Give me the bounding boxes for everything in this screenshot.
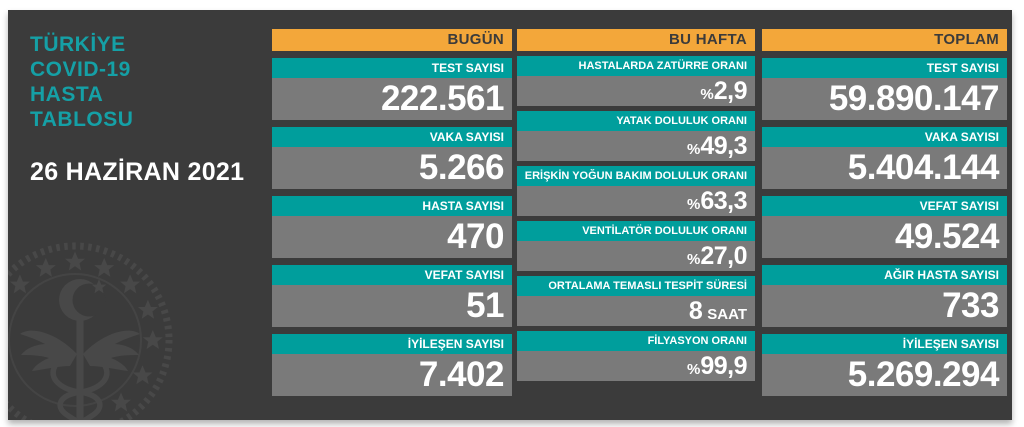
stat-value: %99,9: [517, 351, 755, 381]
column-header-bugun: BUGÜN: [272, 29, 512, 51]
stat-value: %63,3: [517, 186, 755, 216]
stat-label: İYİLEŞEN SAYISI: [272, 334, 512, 354]
stat-value: 222.561: [272, 78, 512, 120]
stat-label: VEFAT SAYISI: [272, 265, 512, 285]
stat-label: HASTA SAYISI: [272, 196, 512, 216]
column-toplam: TOPLAM TEST SAYISI 59.890.147 VAKA SAYISI 5…: [762, 29, 1007, 396]
column-header-toplam: TOPLAM: [762, 29, 1007, 51]
stat-card: ERİŞKİN YOĞUN BAKIM DOLULUK ORANI %63,3: [517, 166, 755, 216]
column-bu-hafta: BU HAFTA HASTALARDA ZATÜRRE ORANI %2,9 YAT…: [517, 29, 755, 381]
stat-label: ERİŞKİN YOĞUN BAKIM DOLULUK ORANI: [517, 166, 755, 186]
stat-value: 5.404.144: [762, 147, 1007, 189]
stat-card: İYİLEŞEN SAYISI 5.269.294: [762, 334, 1007, 396]
title-line: TABLOSU: [30, 108, 134, 131]
stat-label: YATAK DOLULUK ORANI: [517, 111, 755, 131]
stat-card: HASTA SAYISI 470: [272, 196, 512, 258]
stat-value: %2,9: [517, 76, 755, 106]
stat-label: VEFAT SAYISI: [762, 196, 1007, 216]
stat-label: VAKA SAYISI: [762, 127, 1007, 147]
stat-card: VAKA SAYISI 5.404.144: [762, 127, 1007, 189]
stat-value: 8 SAAT: [517, 296, 755, 326]
covid-table-panel: TÜRKİYE COVID-19 HASTA TABLOSU 26 HAZİRA…: [8, 10, 1012, 420]
title-line: HASTA: [30, 83, 104, 106]
value-prefix: %: [686, 141, 701, 158]
stat-label: TEST SAYISI: [272, 58, 512, 78]
stat-label: HASTALARDA ZATÜRRE ORANI: [517, 56, 755, 76]
stat-label: TEST SAYISI: [762, 58, 1007, 78]
page-title: TÜRKİYE COVID-19 HASTA TABLOSU: [30, 32, 265, 132]
stat-value: 49.524: [762, 216, 1007, 258]
stat-value: %49,3: [517, 131, 755, 161]
stat-label: İYİLEŞEN SAYISI: [762, 334, 1007, 354]
stat-value: 5.266: [272, 147, 512, 189]
stat-card: VEFAT SAYISI 51: [272, 265, 512, 327]
title-line: TÜRKİYE: [30, 33, 126, 56]
stat-value: 470: [272, 216, 512, 258]
report-date: 26 HAZİRAN 2021: [30, 158, 245, 186]
column-header-bu-hafta: BU HAFTA: [517, 29, 755, 51]
stat-label: ORTALAMA TEMASLI TESPİT SÜRESİ: [517, 276, 755, 296]
value-suffix: SAAT: [707, 306, 747, 323]
stat-value: 733: [762, 285, 1007, 327]
stat-card: VAKA SAYISI 5.266: [272, 127, 512, 189]
value-prefix: %: [686, 361, 701, 378]
value-prefix: %: [686, 196, 701, 213]
stat-label: VAKA SAYISI: [272, 127, 512, 147]
title-line: COVID-19: [30, 58, 131, 81]
stat-label: VENTİLATÖR DOLULUK ORANI: [517, 221, 755, 241]
stat-value: %27,0: [517, 241, 755, 271]
stat-card: YATAK DOLULUK ORANI %49,3: [517, 111, 755, 161]
stat-value: 59.890.147: [762, 78, 1007, 120]
stat-label: AĞIR HASTA SAYISI: [762, 265, 1007, 285]
value-prefix: %: [700, 86, 714, 103]
stat-card: ORTALAMA TEMASLI TESPİT SÜRESİ 8 SAAT: [517, 276, 755, 326]
column-bugun: BUGÜN TEST SAYISI 222.561 VAKA SAYISI 5.266…: [272, 29, 512, 396]
stat-card: İYİLEŞEN SAYISI 7.402: [272, 334, 512, 396]
stat-card: HASTALARDA ZATÜRRE ORANI %2,9: [517, 56, 755, 106]
stat-card: FİLYASYON ORANI %99,9: [517, 331, 755, 381]
health-ministry-emblem-watermark: [8, 242, 173, 420]
stat-card: TEST SAYISI 59.890.147: [762, 58, 1007, 120]
stat-value: 51: [272, 285, 512, 327]
stat-value: 7.402: [272, 354, 512, 396]
value-prefix: %: [686, 251, 701, 268]
title-block: TÜRKİYE COVID-19 HASTA TABLOSU 26 HAZİRA…: [30, 32, 265, 187]
stat-card: AĞIR HASTA SAYISI 733: [762, 265, 1007, 327]
stat-card: VENTİLATÖR DOLULUK ORANI %27,0: [517, 221, 755, 271]
stat-card: VEFAT SAYISI 49.524: [762, 196, 1007, 258]
stat-label: FİLYASYON ORANI: [517, 331, 755, 351]
stat-value: 5.269.294: [762, 354, 1007, 396]
stat-card: TEST SAYISI 222.561: [272, 58, 512, 120]
